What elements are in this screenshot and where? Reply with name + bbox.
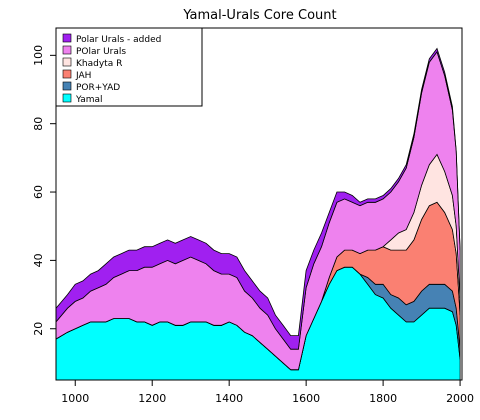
y-tick-label: 40 [32, 253, 45, 267]
legend-label: Polar Urals - added [76, 35, 161, 45]
legend-label: JAH [75, 71, 91, 81]
y-tick-label: 80 [32, 117, 45, 131]
legend-box [55, 27, 203, 107]
legend-label: Yamal [75, 95, 103, 105]
legend-swatch [62, 93, 72, 103]
y-tick-label: 100 [32, 45, 45, 66]
x-tick-label: 2000 [446, 392, 474, 405]
legend-label: POR+YAD [76, 83, 120, 93]
x-tick-label: 1200 [138, 392, 166, 405]
legend-swatch [62, 81, 72, 91]
plot-frame [55, 27, 463, 381]
legend-swatch [62, 33, 72, 43]
legend: Polar Urals - added POlar Urals Khadyta R J… [55, 27, 203, 107]
legend-label: Khadyta R [76, 59, 122, 69]
chart-title: Yamal-Urals Core Count [182, 8, 336, 23]
axes: 1000 1200 1400 1600 1800 2000 20 40 60 80 100 [32, 27, 474, 405]
x-tick-label: 1400 [215, 392, 243, 405]
y-tick-label: 60 [32, 185, 45, 199]
x-tick-label: 1800 [369, 392, 397, 405]
legend-label: POlar Urals [76, 47, 126, 57]
x-tick-label: 1000 [61, 392, 89, 405]
legend-swatch [62, 69, 72, 79]
area-polar-urals-added [56, 47, 461, 350]
y-tick-label: 20 [32, 322, 45, 336]
x-tick-label: 1600 [292, 392, 320, 405]
stacked-areas [56, 47, 461, 380]
legend-swatch [62, 57, 72, 67]
legend-swatch [62, 45, 72, 55]
